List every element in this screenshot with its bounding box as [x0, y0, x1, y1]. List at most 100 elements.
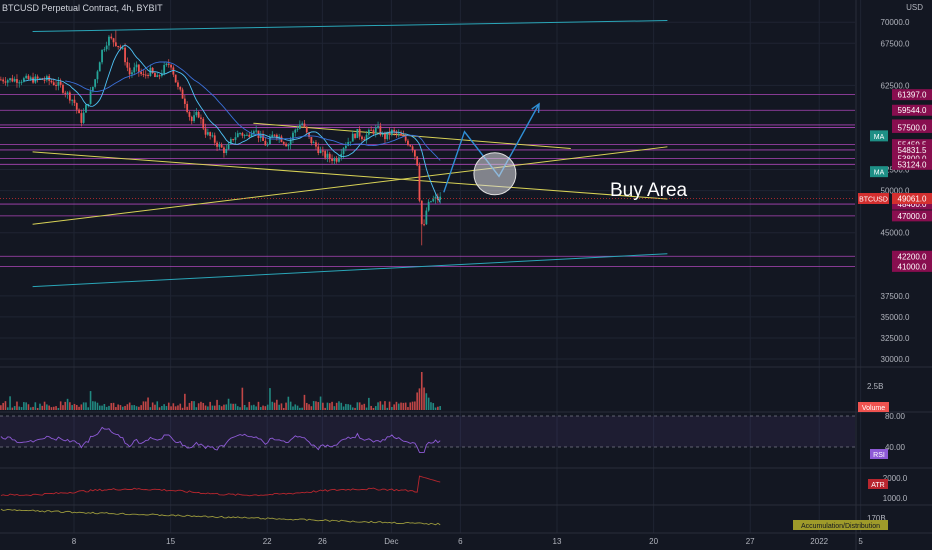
volume-bar	[248, 401, 251, 410]
candle-body	[101, 49, 103, 63]
candle-body	[287, 144, 290, 147]
candle-body	[165, 63, 168, 66]
volume-bar	[289, 401, 292, 410]
volume-bar	[0, 405, 2, 410]
price-axis-tick: 35000.0	[881, 313, 910, 322]
candle-body	[147, 74, 149, 77]
volume-bar	[85, 402, 87, 410]
candle-body	[105, 45, 108, 50]
candle-body	[200, 117, 202, 119]
candle-body	[294, 129, 297, 133]
candle-body	[358, 129, 361, 137]
price-levels	[0, 94, 855, 267]
candle-body	[434, 196, 437, 200]
price-axis-tick: 52500.0	[881, 166, 910, 175]
candle-body	[259, 135, 262, 138]
volume-bar	[170, 406, 172, 410]
volume-bar	[292, 406, 294, 410]
candle-body	[342, 148, 345, 154]
volume-bar	[156, 401, 159, 410]
atr-tag-label: ATR	[871, 482, 884, 489]
volume-bar	[282, 407, 285, 410]
volume-bar	[250, 405, 253, 410]
candle-body	[9, 78, 11, 81]
volume-bar	[52, 406, 55, 410]
candle-body	[13, 78, 16, 82]
candle-body	[310, 136, 313, 144]
candle-body	[377, 126, 379, 128]
volume-bar	[138, 406, 140, 410]
candle-body	[351, 133, 354, 142]
volume-bar	[430, 402, 432, 410]
volume-bar	[131, 405, 133, 410]
price-axis-tick: 30000.0	[881, 355, 910, 364]
candle-body	[335, 158, 338, 162]
trend-line	[32, 253, 668, 288]
candle-body	[232, 139, 235, 141]
candle-body	[250, 133, 253, 137]
level-tag	[892, 121, 932, 133]
candle-body	[2, 79, 5, 82]
candle-body	[124, 47, 126, 63]
candle-body	[64, 92, 67, 94]
time-axis-tick: 6	[458, 537, 463, 546]
volume-bar	[368, 397, 370, 410]
candle-body	[413, 150, 416, 157]
volume-bar	[66, 398, 69, 410]
volume-bar	[416, 392, 418, 410]
price-axis-tick: 32500.0	[881, 334, 910, 343]
volume-bar	[200, 401, 202, 410]
volume-bar	[69, 402, 71, 410]
atr-axis-tick: 2000.0	[883, 474, 908, 483]
volume-bar	[167, 402, 170, 410]
candle-body	[354, 133, 356, 138]
candle-body	[416, 156, 419, 166]
candle-body	[370, 129, 373, 131]
volume-bar	[370, 405, 372, 410]
volume-bar	[140, 405, 142, 410]
candle-body	[137, 64, 140, 72]
candle-body	[16, 78, 18, 83]
candle-body	[131, 72, 133, 75]
volume-bar	[13, 406, 16, 410]
volume-bar	[351, 407, 354, 410]
candle-body	[158, 75, 161, 77]
volume-bar	[354, 407, 356, 410]
price-axis-tick: 70000.0	[881, 18, 910, 27]
volume-bar	[204, 405, 207, 410]
volume-bar	[400, 402, 402, 410]
volume-bar	[154, 404, 156, 410]
volume-bar	[239, 407, 241, 410]
price-axis-tick: 37500.0	[881, 292, 910, 301]
moving-average-slow	[65, 61, 441, 161]
volume-bar	[257, 401, 260, 410]
trend-line	[32, 151, 668, 200]
level-tag	[892, 89, 932, 101]
level-tag	[892, 260, 932, 272]
volume-bar	[317, 402, 320, 410]
volume-bar	[372, 407, 375, 410]
candle-body	[363, 139, 366, 141]
candle-body	[62, 84, 64, 93]
volume-bar	[386, 407, 389, 410]
last-price-label: 49061.0	[898, 195, 927, 204]
volume-bar	[43, 401, 46, 410]
candle-body	[85, 104, 87, 113]
projection-arrow-head	[531, 102, 540, 113]
chart-title: BTCUSD Perpetual Contract, 4h, BYBIT	[2, 3, 163, 13]
candle-body	[82, 112, 85, 123]
volume-bar	[124, 405, 126, 410]
volume-bar	[273, 402, 276, 410]
volume-bar	[365, 407, 368, 410]
candle-body	[133, 67, 136, 73]
volume-bar	[71, 405, 73, 410]
candle-body	[160, 73, 163, 76]
candle-body	[289, 139, 292, 145]
volume-bar	[62, 405, 64, 410]
candle-body	[298, 124, 301, 129]
candle-body	[317, 146, 320, 154]
volume-bar	[324, 407, 326, 410]
candle-body	[374, 127, 377, 134]
volume-bar	[16, 401, 18, 410]
